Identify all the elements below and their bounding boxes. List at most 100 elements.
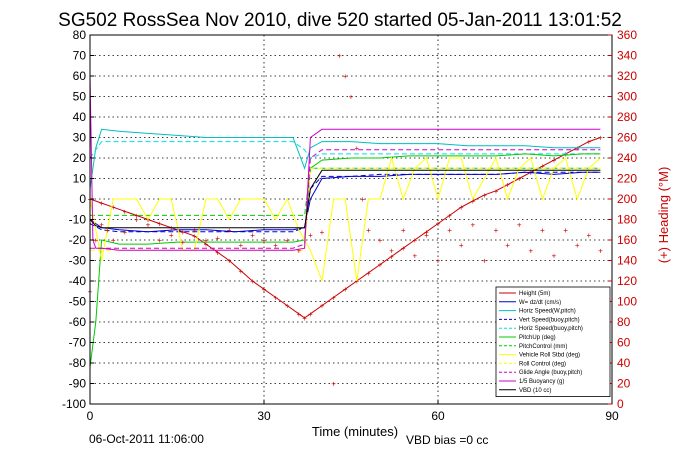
data-point-heading: + bbox=[424, 231, 429, 240]
data-point-heading: + bbox=[540, 226, 545, 235]
legend: Height (5m) W= dz/dt (cm/s) Horiz Speed(W,… bbox=[495, 286, 611, 397]
y2-tick-label: 260 bbox=[617, 131, 637, 145]
data-point-heading: + bbox=[378, 236, 383, 245]
data-point-heading: + bbox=[238, 241, 243, 250]
data-point-heading: + bbox=[528, 246, 533, 255]
axes: 0 30 60 9080706050403020100-10-20-30-40-50-… bbox=[62, 28, 637, 423]
data-point-heading: + bbox=[517, 221, 522, 230]
y-tick-label: 70 bbox=[73, 49, 87, 63]
y2-tick-label: 60 bbox=[617, 336, 631, 350]
data-point-height-5m: + bbox=[215, 248, 220, 257]
y2-tick-label: 360 bbox=[617, 28, 637, 42]
data-point-heading: + bbox=[482, 257, 487, 266]
data-point-height-5m: + bbox=[302, 314, 307, 323]
data-point-height-5m: + bbox=[378, 261, 383, 270]
y-tick-label: -90 bbox=[69, 377, 87, 391]
y2-tick-label: 340 bbox=[617, 49, 637, 63]
data-point-heading: + bbox=[204, 236, 209, 245]
y2-tick-label: 220 bbox=[617, 172, 637, 186]
y-tick-label: 60 bbox=[73, 69, 87, 83]
y2-tick-label: 120 bbox=[617, 274, 637, 288]
data-point-height-5m: + bbox=[262, 285, 267, 294]
data-point-heading: + bbox=[262, 236, 267, 245]
data-point-height-5m: + bbox=[320, 302, 325, 311]
data-point-heading: + bbox=[250, 231, 255, 240]
data-point-heading: + bbox=[436, 257, 441, 266]
series-line-vbd-10-cc bbox=[89, 169, 601, 229]
data-point-heading: + bbox=[273, 241, 278, 250]
data-point-heading: + bbox=[169, 231, 174, 240]
data-point-height-5m: + bbox=[134, 211, 139, 220]
data-point-height-5m: + bbox=[482, 191, 487, 200]
legend-entry: Horiz Speed(W,pitch) bbox=[519, 309, 576, 315]
legend-entry: PitchControl (mm) bbox=[519, 344, 567, 350]
data-point-heading: + bbox=[105, 226, 110, 235]
data-point-heading: + bbox=[180, 238, 185, 247]
series-line-roll-control-deg bbox=[90, 167, 601, 251]
data-point-heading: + bbox=[111, 236, 116, 245]
data-point-height-5m: + bbox=[412, 236, 417, 245]
legend-box bbox=[495, 286, 611, 397]
series-line-1-5-buoyancy-g bbox=[89, 75, 601, 251]
data-point-heading: + bbox=[575, 241, 580, 250]
data-point-heading: + bbox=[412, 251, 417, 260]
data-point-heading: + bbox=[598, 246, 603, 255]
data-point-height-5m: + bbox=[111, 203, 116, 212]
chart-title: SG502 RossSea Nov 2010, dive 520 started… bbox=[58, 10, 622, 31]
y-tick-label: -80 bbox=[69, 356, 87, 370]
y-tick-label: -10 bbox=[69, 213, 87, 227]
data-point-heading: + bbox=[552, 251, 557, 260]
legend-entry: 1/5 Buoyancy (g) bbox=[519, 379, 564, 385]
data-point-heading: + bbox=[227, 226, 232, 235]
data-point-height-5m: + bbox=[552, 156, 557, 165]
vbd-bias-footer: VBD bias =0 cc bbox=[406, 433, 488, 447]
data-point-heading: + bbox=[563, 226, 568, 235]
data-point-heading: + bbox=[343, 72, 348, 81]
data-point-height-5m: + bbox=[494, 187, 499, 196]
data-point-heading: + bbox=[360, 195, 365, 204]
data-point-heading: + bbox=[389, 246, 394, 255]
data-point-height-5m: + bbox=[238, 267, 243, 276]
data-point-height-5m: + bbox=[436, 220, 441, 229]
data-point-height-5m: + bbox=[424, 228, 429, 237]
data-point-height-5m: + bbox=[505, 181, 510, 190]
data-point-height-5m: + bbox=[99, 199, 104, 208]
data-point-heading: + bbox=[505, 241, 510, 250]
data-point-height-5m: + bbox=[401, 244, 406, 253]
data-point-heading: + bbox=[215, 234, 220, 243]
data-point-height-5m: + bbox=[285, 302, 290, 311]
series-line-horiz-speed-w-pitch bbox=[89, 128, 601, 189]
data-point-height-5m: + bbox=[331, 293, 336, 302]
legend-entry: Roll Control (deg) bbox=[519, 361, 566, 367]
y2-tick-label: 320 bbox=[617, 69, 637, 83]
data-point-heading: + bbox=[494, 226, 499, 235]
y2-tick-label: 140 bbox=[617, 254, 637, 268]
data-point-height-5m: + bbox=[343, 285, 348, 294]
data-point-height-5m: + bbox=[389, 252, 394, 261]
data-point-height-5m: + bbox=[366, 269, 371, 278]
y2-tick-label: 160 bbox=[617, 233, 637, 247]
data-point-height-5m: + bbox=[540, 162, 545, 171]
y-tick-label: -60 bbox=[69, 315, 87, 329]
x-tick-label: 30 bbox=[257, 409, 271, 423]
data-point-height-5m: + bbox=[192, 232, 197, 241]
data-point-height-5m: + bbox=[447, 211, 452, 220]
data-point-height-5m: + bbox=[204, 240, 209, 249]
x-tick-label: 90 bbox=[605, 409, 619, 423]
data-point-heading: + bbox=[192, 226, 197, 235]
y2-axis-label: (+) Heading (°M) bbox=[656, 167, 671, 264]
data-point-height-5m: + bbox=[470, 197, 475, 206]
data-point-heading: + bbox=[401, 226, 406, 235]
data-point-height-5m: + bbox=[308, 310, 313, 319]
legend-entry: Vehicle Roll Stbd (deg) bbox=[519, 353, 580, 359]
data-point-height-5m: + bbox=[459, 203, 464, 212]
series-line-horiz-speed-buoy-pitch bbox=[89, 141, 601, 159]
data-point-height-5m: + bbox=[157, 220, 162, 229]
x-axis-label: Time (minutes) bbox=[312, 424, 398, 439]
x-tick-label: 60 bbox=[431, 409, 445, 423]
data-point-heading: + bbox=[331, 380, 336, 389]
data-point-heading: + bbox=[459, 241, 464, 250]
y-tick-label: -50 bbox=[69, 295, 87, 309]
data-point-heading: + bbox=[470, 221, 475, 230]
